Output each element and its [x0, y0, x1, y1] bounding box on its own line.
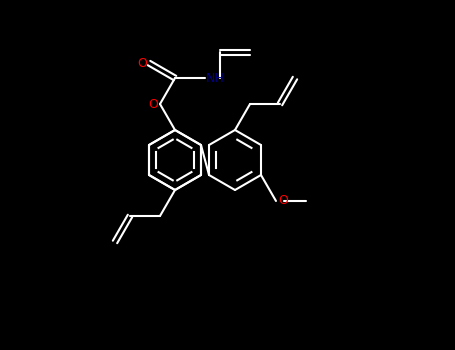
Text: O: O [148, 98, 158, 111]
Text: O: O [137, 57, 147, 70]
Text: NH: NH [206, 71, 224, 85]
Text: O: O [278, 195, 288, 208]
